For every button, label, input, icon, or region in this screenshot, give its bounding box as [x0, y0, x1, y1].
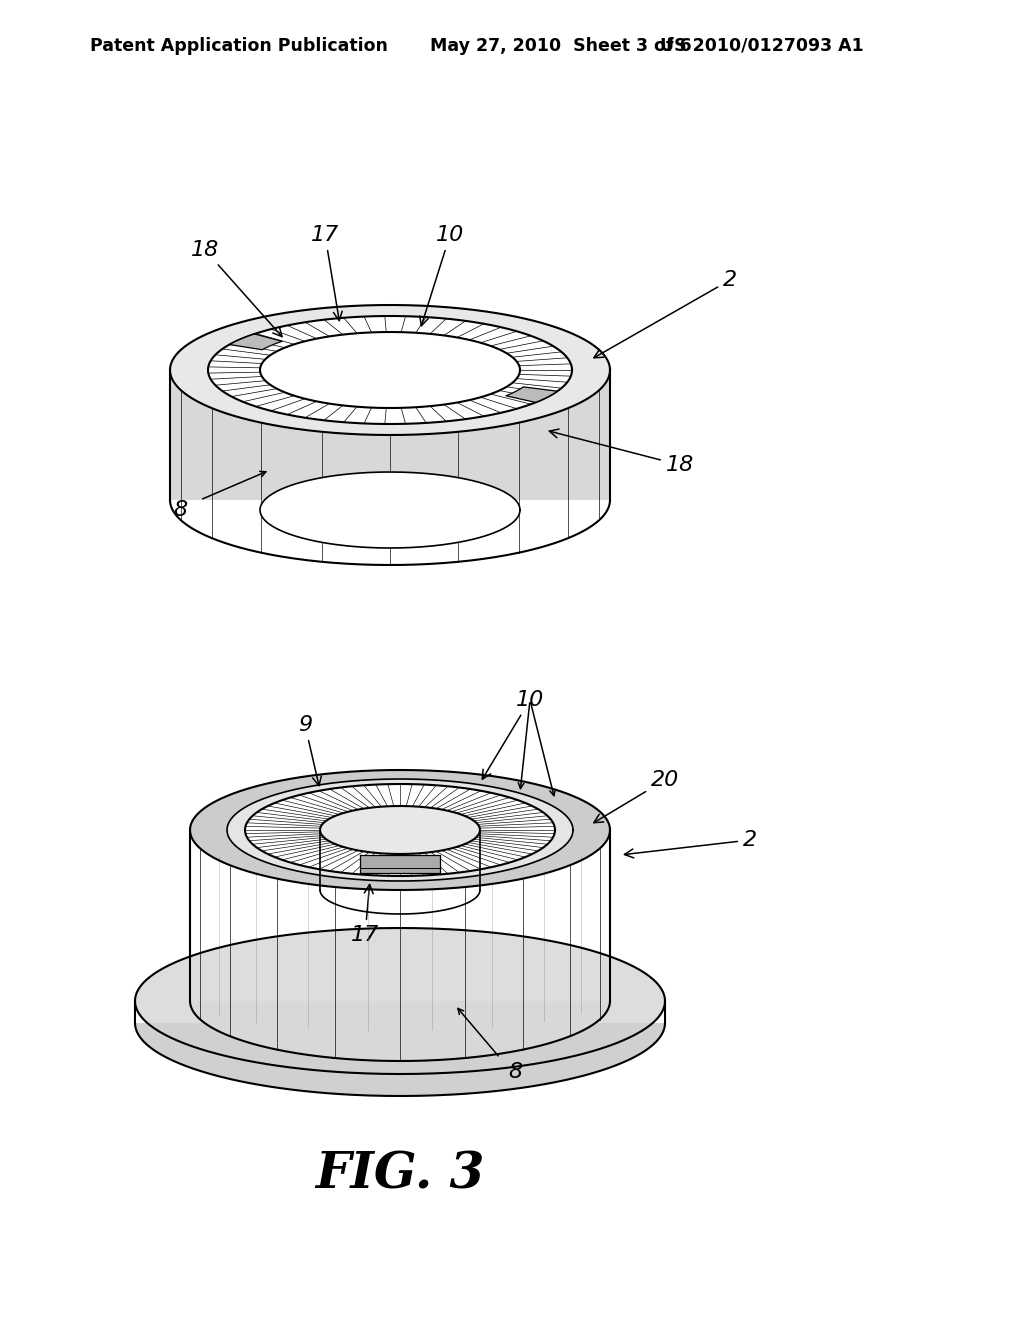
Polygon shape: [321, 807, 480, 854]
Polygon shape: [260, 473, 520, 548]
Polygon shape: [170, 370, 610, 500]
Polygon shape: [135, 928, 665, 1074]
Text: 8: 8: [508, 1063, 522, 1082]
Text: May 27, 2010  Sheet 3 of 6: May 27, 2010 Sheet 3 of 6: [430, 37, 691, 55]
Text: 17: 17: [351, 884, 379, 945]
Text: 2: 2: [594, 271, 737, 358]
Polygon shape: [170, 305, 610, 436]
Text: 10: 10: [420, 224, 464, 326]
Text: Patent Application Publication: Patent Application Publication: [90, 37, 388, 55]
Polygon shape: [245, 784, 555, 876]
Text: 9: 9: [298, 715, 322, 785]
Polygon shape: [190, 770, 610, 890]
Polygon shape: [229, 334, 282, 350]
Polygon shape: [135, 1001, 665, 1096]
Text: 10: 10: [482, 690, 544, 779]
Polygon shape: [190, 770, 610, 890]
Text: 18: 18: [190, 240, 282, 337]
Polygon shape: [190, 830, 610, 1061]
Polygon shape: [506, 387, 557, 403]
Text: 20: 20: [594, 770, 679, 822]
Text: FIG. 3: FIG. 3: [315, 1151, 484, 1200]
Polygon shape: [360, 855, 440, 873]
Text: US 2010/0127093 A1: US 2010/0127093 A1: [660, 37, 864, 55]
Text: 17: 17: [311, 224, 342, 321]
Text: 18: 18: [549, 429, 694, 475]
Text: 8: 8: [173, 500, 187, 520]
Text: 2: 2: [625, 830, 757, 858]
Polygon shape: [260, 333, 520, 408]
